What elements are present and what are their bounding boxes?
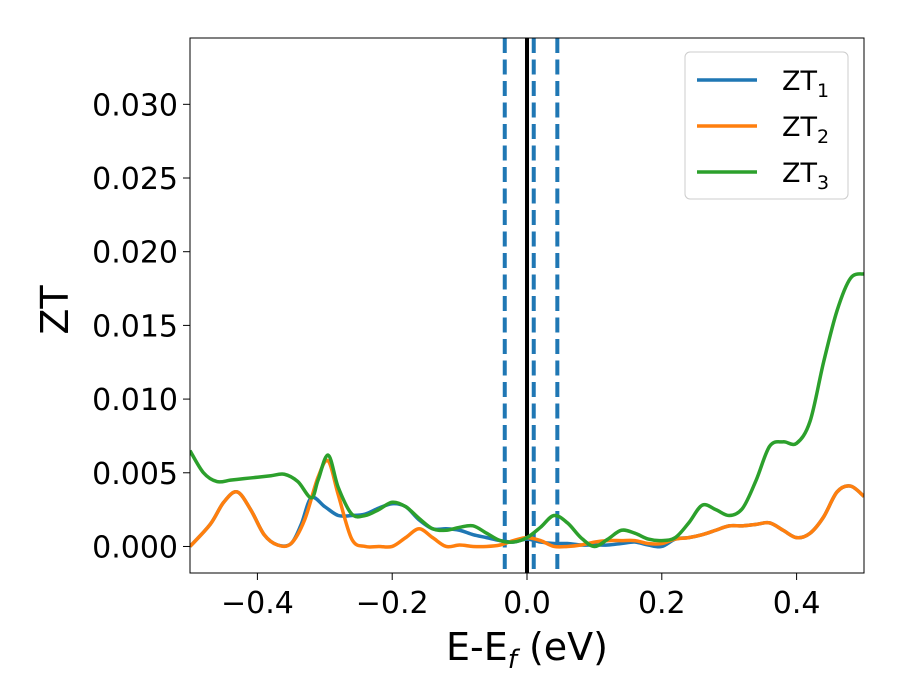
x-tick-label: 0.0 [503, 586, 551, 621]
legend-label-zt2: ZT2 [782, 112, 829, 148]
y-axis-title: ZT [33, 285, 77, 335]
x-tick-label: −0.2 [356, 586, 429, 621]
legend-label-zt1: ZT1 [782, 66, 829, 102]
x-axis-title: E-Ef (eV) [446, 625, 608, 675]
legend: ZT1 ZT2 ZT3 [684, 51, 849, 200]
y-tick-label: 0.000 [92, 530, 178, 565]
series-lines [190, 272, 864, 549]
y-tick-label: 0.020 [92, 236, 178, 271]
y-tick-label: 0.030 [92, 88, 178, 123]
x-tick-label: 0.4 [773, 586, 821, 621]
legend-box [684, 51, 849, 200]
x-axis: −0.4 −0.2 0.0 0.2 0.4 [221, 573, 820, 621]
y-tick-label: 0.015 [92, 309, 178, 344]
series-line-zt3 [190, 272, 864, 549]
reference-lines [502, 38, 560, 573]
x-tick-label: −0.4 [221, 586, 294, 621]
y-tick-label: 0.025 [92, 162, 178, 197]
y-tick-label: 0.010 [92, 383, 178, 418]
y-tick-label: 0.005 [92, 457, 178, 492]
x-tick-label: 0.2 [638, 586, 686, 621]
legend-label-zt3: ZT3 [782, 158, 829, 194]
y-axis: 0.000 0.005 0.010 0.015 0.020 0.025 0.030 [92, 88, 190, 565]
